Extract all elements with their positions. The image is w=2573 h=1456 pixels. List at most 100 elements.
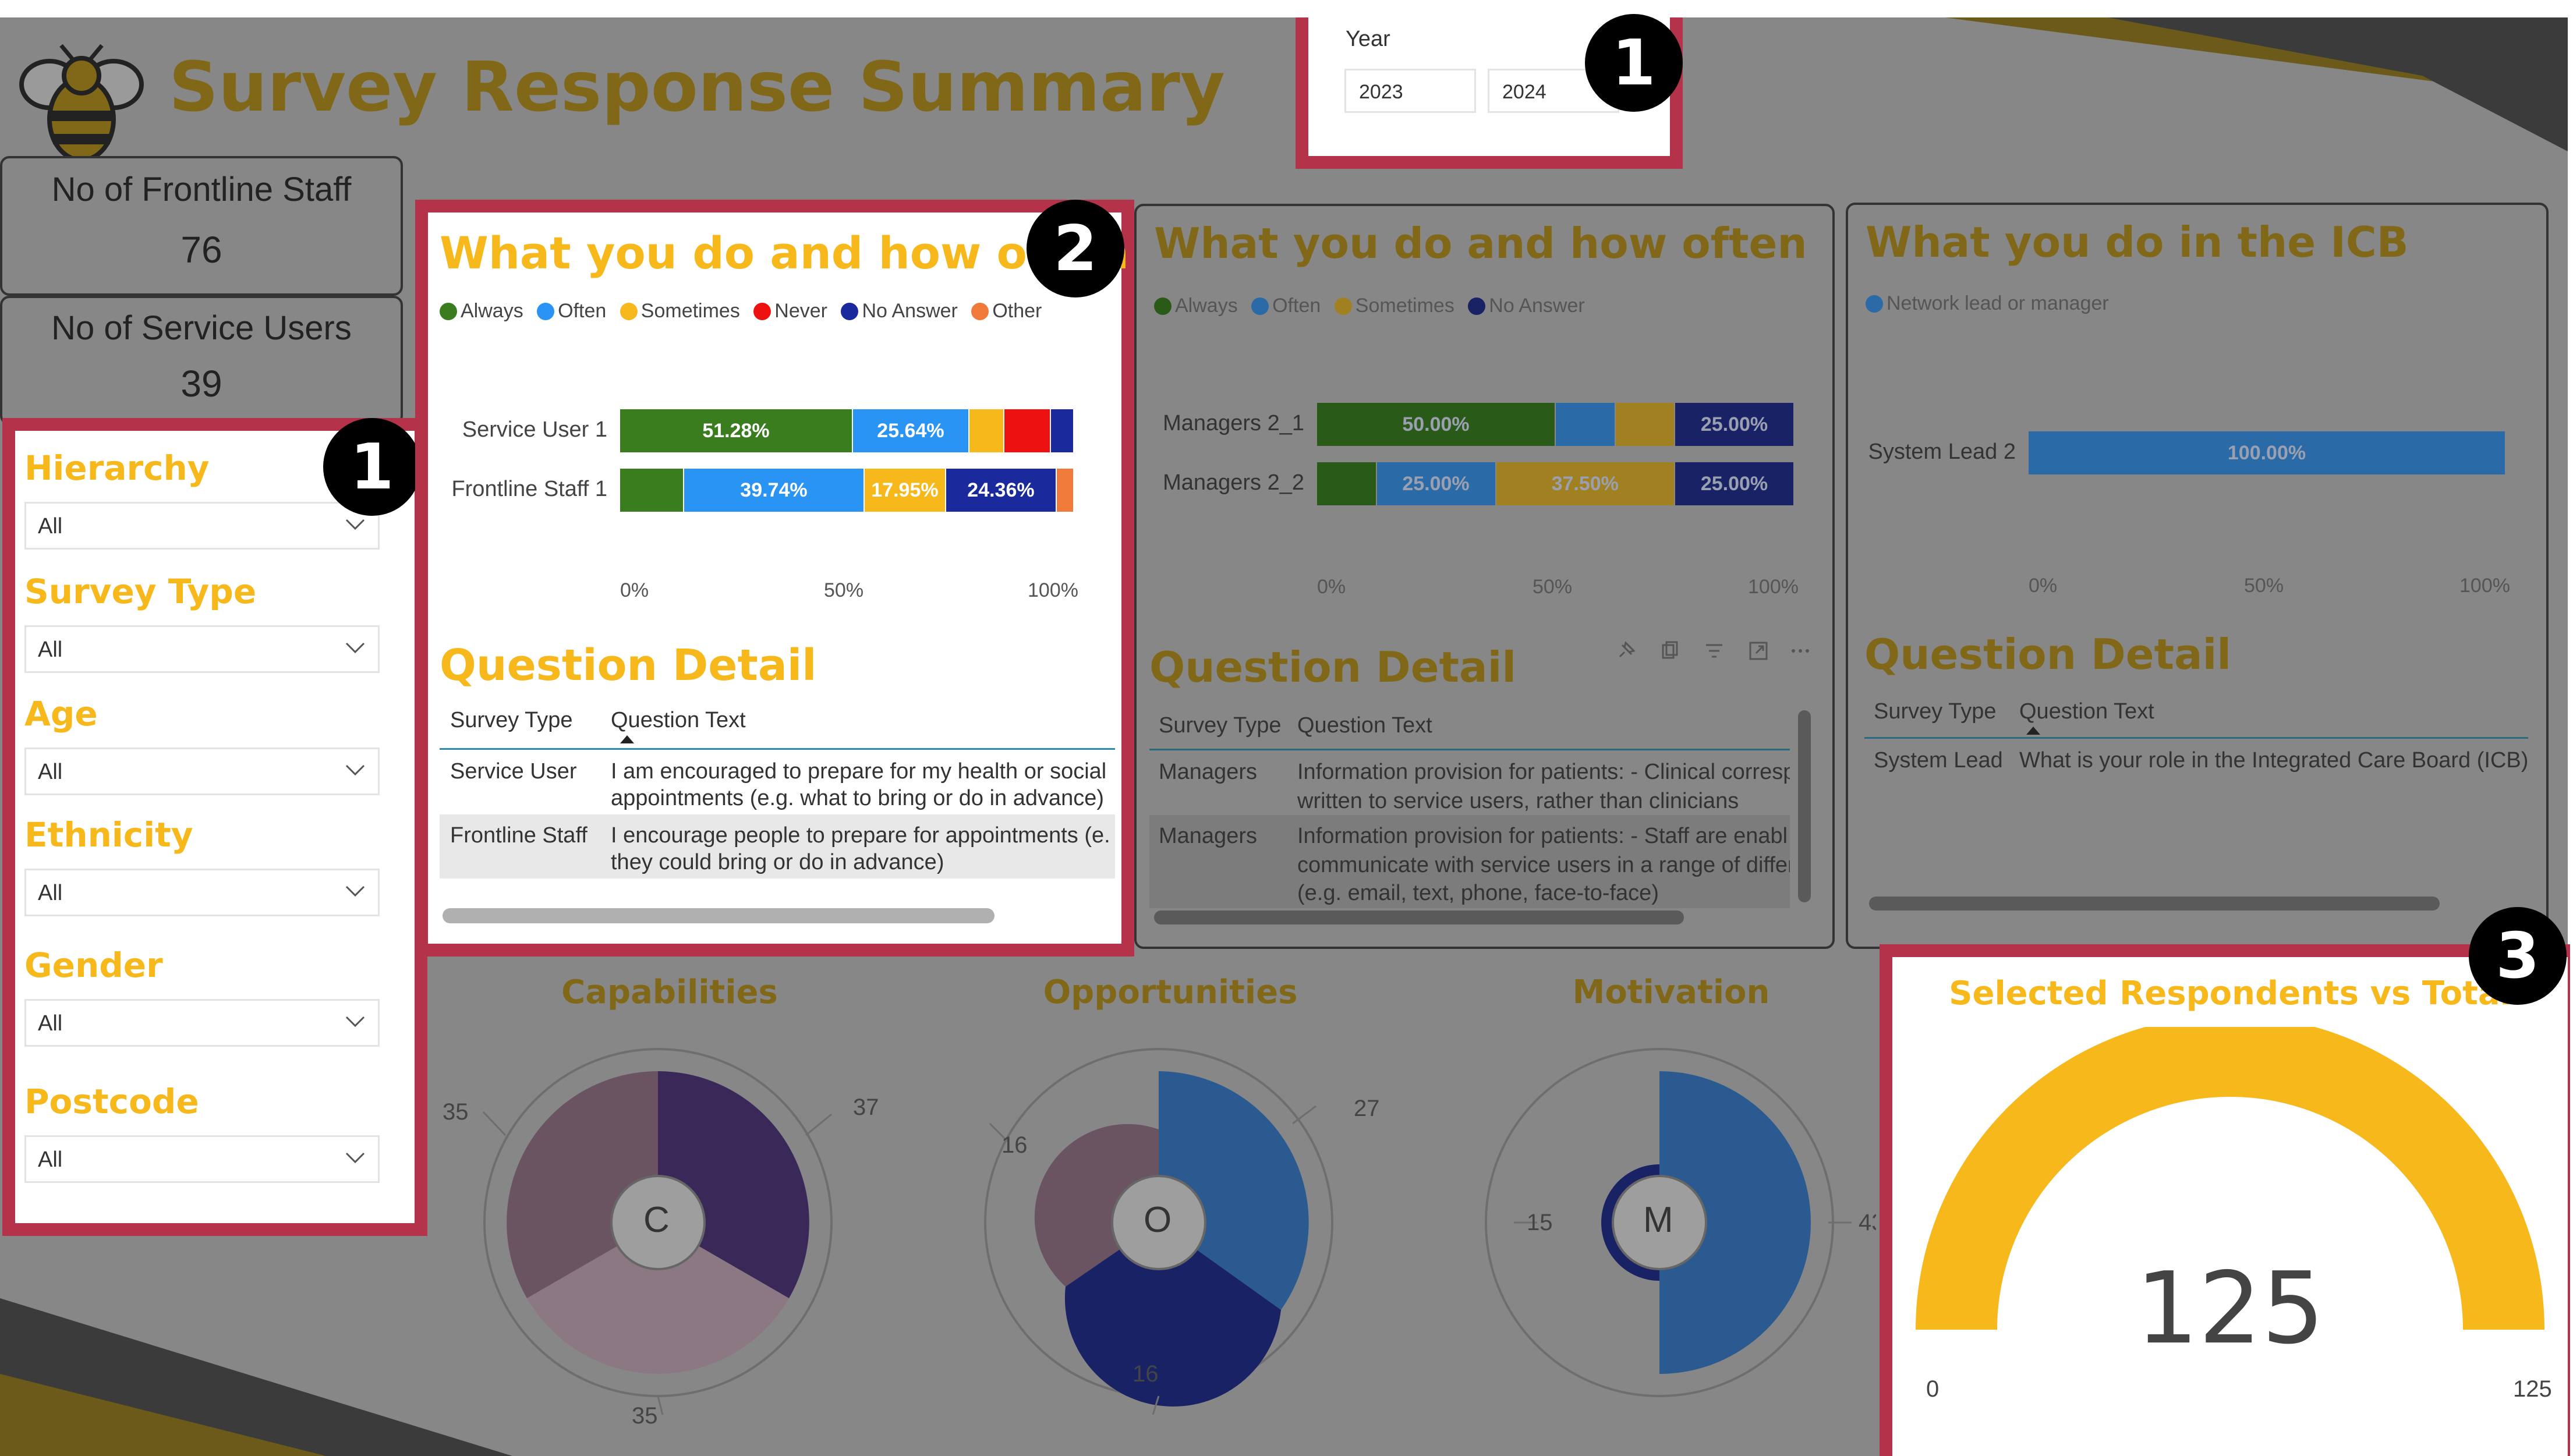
legend-item-often: Often [1251, 295, 1321, 317]
vertical-scrollbar[interactable] [1798, 710, 1811, 902]
pin-icon[interactable] [1614, 639, 1637, 663]
donut-value-label: 16 [1001, 1132, 1028, 1158]
bar-segment[interactable] [1556, 403, 1615, 446]
table-row[interactable]: Managers Information provision for patie… [1149, 815, 1790, 908]
table-row[interactable]: Service User I am encouraged to prepare … [440, 750, 1115, 814]
legend-label: Network lead or manager [1887, 292, 2109, 314]
chevron-down-icon [345, 519, 365, 530]
dropdown-value: All [38, 760, 63, 784]
column-header-survey-type[interactable]: Survey Type [1874, 699, 1997, 724]
table-header-divider [440, 748, 1115, 750]
bar-segment[interactable] [1004, 409, 1050, 452]
legend-item-always: Always [1154, 295, 1238, 317]
horizontal-scrollbar[interactable] [443, 908, 994, 923]
legend-label: Never [774, 300, 827, 322]
bar-segment[interactable] [1615, 403, 1674, 446]
legend-label: Sometimes [640, 300, 740, 322]
gender-dropdown[interactable]: All [24, 999, 380, 1047]
bar-segment[interactable]: 17.95% [864, 469, 945, 512]
column-header-question-text[interactable]: Question Text [2019, 699, 2154, 724]
donut-value-label: 16 [1132, 1361, 1159, 1387]
cell-question-line: they could bring or do in advance) [611, 850, 944, 874]
chart-panel-2: What you do and how often Always Often S… [1134, 204, 1835, 949]
x-tick-label: 50% [1533, 576, 1573, 598]
chevron-down-icon [345, 885, 365, 897]
cell-survey-type: Managers [1159, 760, 1257, 784]
bar-segment[interactable]: 50.00% [1317, 403, 1555, 446]
focus-mode-icon[interactable] [1747, 639, 1770, 663]
year-2023-chip[interactable]: 2023 [1344, 69, 1476, 113]
dropdown-value: All [38, 881, 63, 905]
legend-dot [753, 303, 771, 320]
cell-question-line: written to service users, rather than cl… [1297, 789, 1739, 813]
hierarchy-dropdown[interactable]: All [24, 502, 380, 550]
donut-value-label: 35 [632, 1403, 658, 1429]
bar-segment[interactable]: 100.00% [2029, 431, 2505, 474]
horizontal-scrollbar[interactable] [1154, 911, 1684, 924]
table-header-divider [1864, 737, 2528, 739]
chart-panel-1: What you do and how often Always Often S… [428, 212, 1129, 944]
table-row[interactable]: Managers Information provision for patie… [1149, 751, 1790, 815]
column-header-question-text[interactable]: Question Text [611, 708, 746, 732]
x-tick-label: 0% [620, 579, 649, 601]
cell-survey-type: Frontline Staff [450, 823, 587, 848]
legend-item-no-answer: No Answer [1468, 295, 1585, 317]
x-tick-label: 100% [1028, 579, 1078, 601]
filter-label-hierarchy: Hierarchy [24, 448, 210, 488]
column-header-survey-type[interactable]: Survey Type [1159, 713, 1282, 738]
bar-segment[interactable]: 24.36% [946, 469, 1056, 512]
age-dropdown[interactable]: All [24, 748, 380, 795]
bar-segment[interactable] [620, 469, 683, 512]
table-row[interactable]: Frontline Staff I encourage people to pr… [440, 814, 1115, 878]
copy-icon[interactable] [1658, 639, 1682, 663]
table-row[interactable]: System Lead What is your role in the Int… [1864, 739, 2528, 786]
legend-dot [537, 303, 555, 320]
bar-segment[interactable]: 51.28% [620, 409, 852, 452]
bar-segment[interactable] [969, 409, 1003, 452]
bar-segment[interactable]: 39.74% [684, 469, 863, 512]
donut-center-label: C [643, 1200, 670, 1240]
question-table: Survey Type Question Text Managers Infor… [1149, 707, 1819, 934]
question-detail-title: Question Detail [1864, 630, 2231, 679]
cell-question-line: What is your role in the Integrated Care… [2019, 748, 2528, 773]
bar-chart-plot: Managers 2_1 50.00% 25.00% Managers 2_2 25.0… [1137, 206, 1832, 614]
year-option-label: 2024 [1502, 81, 1546, 103]
bar-segment[interactable]: 25.00% [1675, 403, 1793, 446]
callout-badge-1: 1 [1585, 14, 1683, 112]
gauge-fill-arc [1916, 1027, 2544, 1330]
category-label: Frontline Staff 1 [451, 477, 607, 501]
more-options-icon[interactable] [1789, 639, 1812, 663]
survey-type-dropdown[interactable]: All [24, 625, 380, 673]
bar-segment[interactable]: 25.00% [1675, 462, 1793, 505]
chart-legend: Always Often Sometimes Never No Answer O… [440, 300, 1050, 323]
year-slicer-label: Year [1346, 27, 1390, 51]
kpi-label: No of Service Users [51, 309, 352, 347]
postcode-dropdown[interactable]: All [24, 1135, 380, 1183]
donut-chart-opportunities [984, 1048, 1333, 1415]
donut-value-label: 37 [853, 1094, 879, 1120]
category-label: Managers 2_2 [1163, 470, 1304, 495]
cell-question-line: I encourage people to prepare for appoin… [611, 823, 1110, 848]
column-header-question-text[interactable]: Question Text [1297, 713, 1432, 738]
bar-segment[interactable]: 25.64% [852, 409, 968, 452]
filter-label-postcode: Postcode [24, 1082, 199, 1121]
donut-value-label: 15 [1527, 1210, 1553, 1235]
bar-segment[interactable] [1050, 409, 1073, 452]
bar-segment[interactable]: 37.50% [1496, 462, 1674, 505]
donut-center-label: M [1643, 1200, 1673, 1240]
bar-segment[interactable] [1056, 469, 1073, 512]
dropdown-value: All [38, 1011, 63, 1036]
filter-icon[interactable] [1703, 639, 1726, 663]
legend-dot [1866, 295, 1883, 313]
x-tick-label: 50% [824, 579, 864, 601]
x-tick-label: 0% [2029, 575, 2058, 597]
bar-segment[interactable]: 25.00% [1376, 462, 1495, 505]
bar-segment[interactable] [1317, 462, 1376, 505]
kpi-value: 76 [181, 229, 222, 271]
bar-chart-plot: Service User 1 51.28% 25.64% Frontline Staf… [428, 212, 1121, 620]
cell-survey-type: Managers [1159, 824, 1257, 848]
ethnicity-dropdown[interactable]: All [24, 869, 380, 916]
column-header-survey-type[interactable]: Survey Type [450, 708, 573, 732]
horizontal-scrollbar[interactable] [1869, 897, 2440, 911]
cell-survey-type: Service User [450, 759, 577, 784]
